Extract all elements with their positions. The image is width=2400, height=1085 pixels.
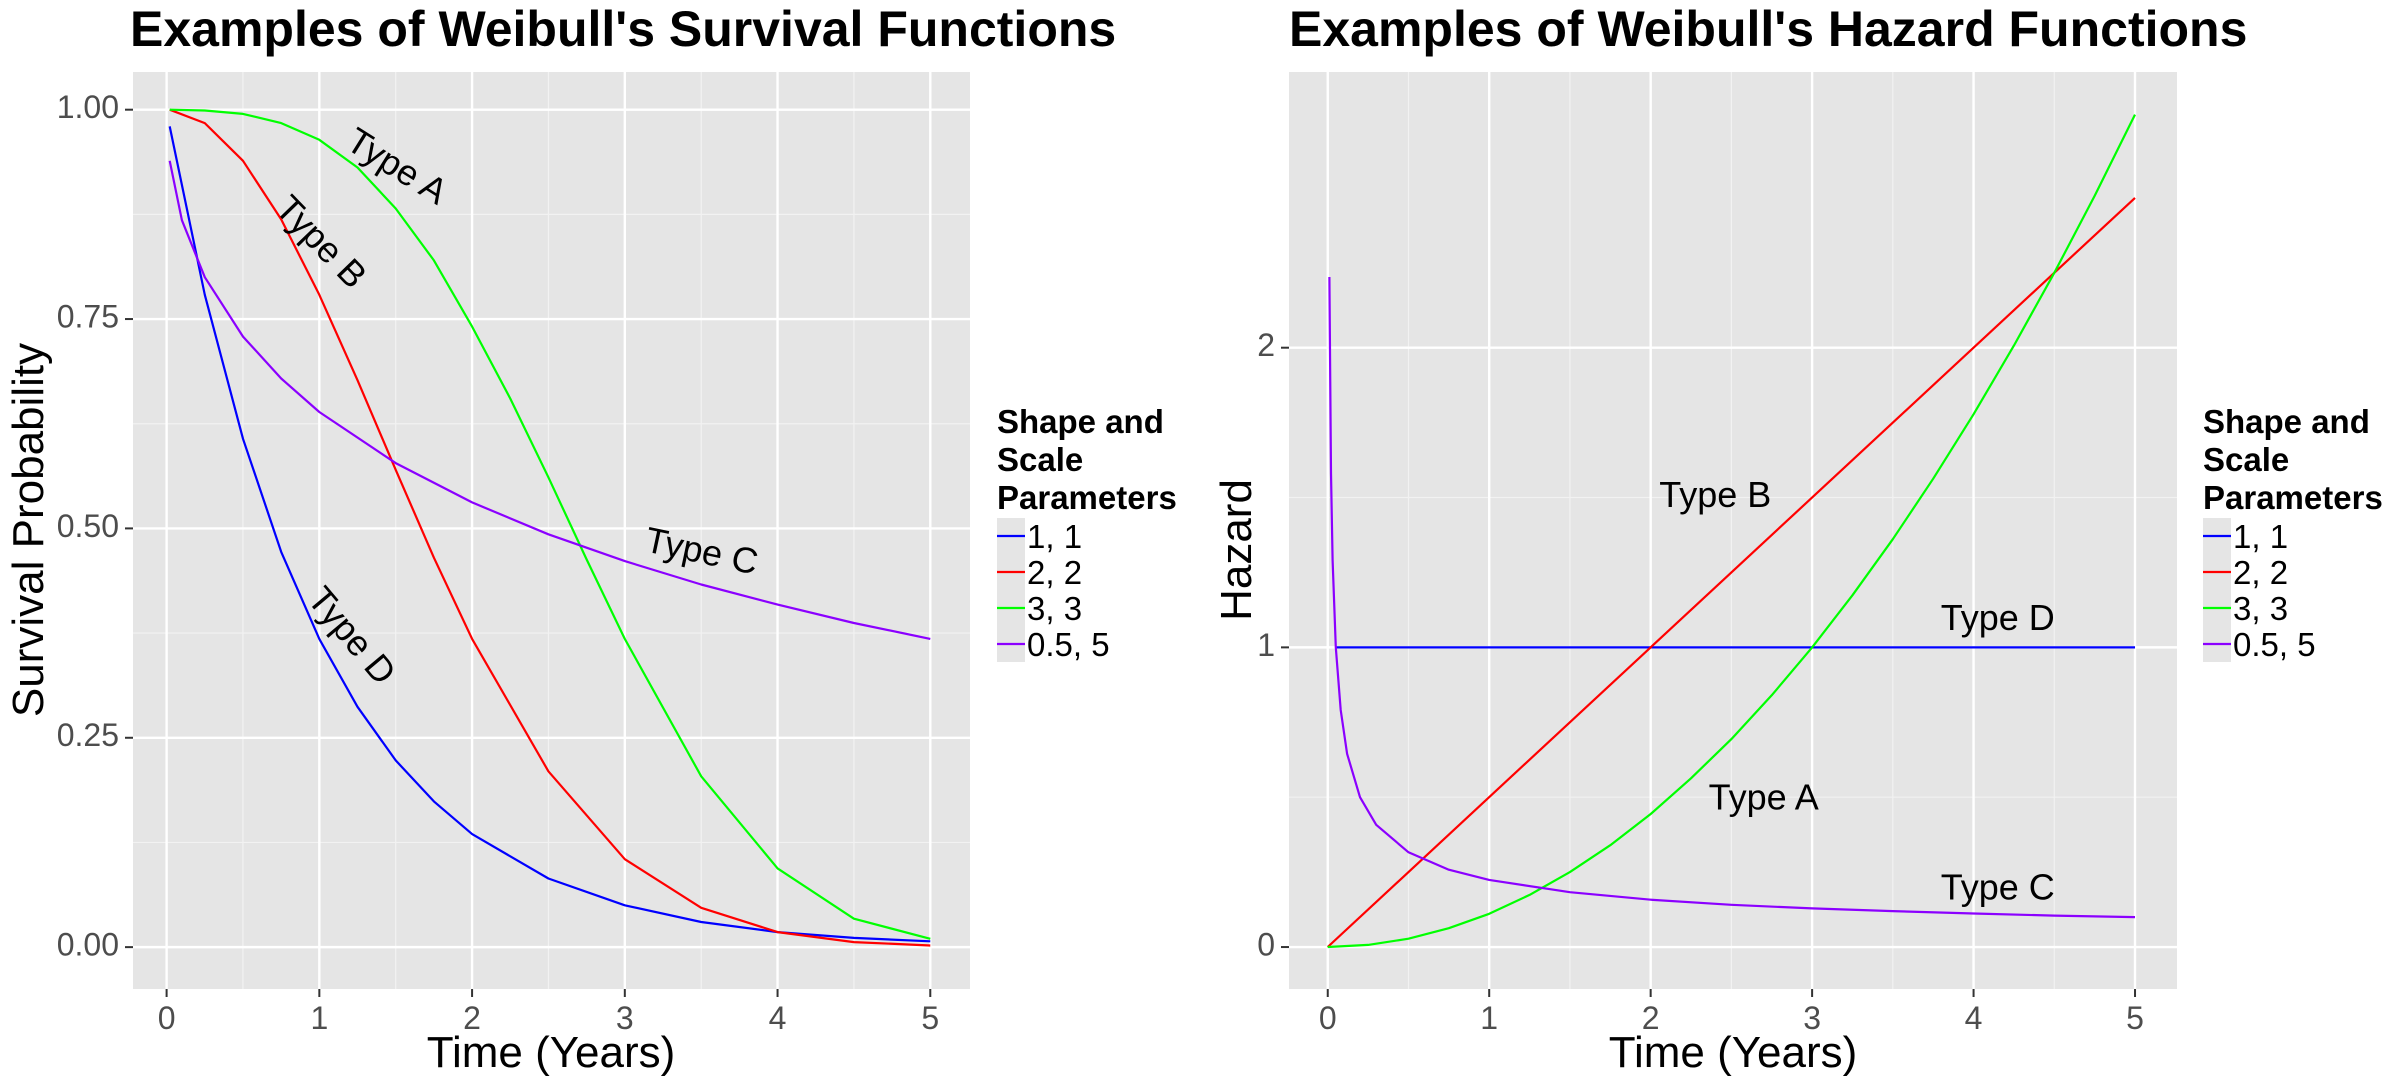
survival-y-tick-label: 0.25 — [57, 717, 119, 753]
survival-series-line — [169, 108, 931, 947]
hazard-axis-ticks: 0 1 2 3 4 5 0 1 2 — [1257, 327, 2144, 1036]
survival-legend-label: 2, 2 — [1027, 554, 1082, 591]
hazard-x-tick-label: 0 — [1319, 1000, 1337, 1036]
survival-gridlines — [133, 72, 970, 989]
survival-legend-title-line-3: Parameters — [997, 479, 1177, 516]
hazard-legend-label: 3, 3 — [2233, 590, 2288, 627]
survival-legend-label: 3, 3 — [1027, 590, 1082, 627]
hazard-legend-label: 2, 2 — [2233, 554, 2288, 591]
survival-y-tick-label: 0.00 — [57, 927, 119, 963]
survival-x-tick-label: 1 — [310, 1000, 328, 1036]
survival-series-line — [168, 160, 931, 640]
hazard-legend-title-line-3: Parameters — [2203, 479, 2383, 516]
survival-series-line — [168, 126, 931, 943]
survival-y-tick-label: 0.50 — [57, 508, 119, 544]
hazard-legend-keys — [2203, 518, 2231, 662]
survival-legend-label: 0.5, 5 — [1027, 626, 1110, 663]
survival-series-line — [169, 108, 931, 940]
hazard-x-tick-label: 3 — [1803, 1000, 1821, 1036]
hazard-series-annotation: Type B — [1659, 474, 1771, 515]
hazard-chart-title: Examples of Weibull's Hazard Functions — [1289, 1, 2247, 57]
survival-legend-title-line-1: Shape and — [997, 403, 1164, 440]
hazard-series-annotation: Type A — [1709, 777, 1819, 818]
hazard-y-tick-label: 2 — [1257, 327, 1275, 363]
hazard-series-annotation: Type C — [1941, 867, 2055, 908]
hazard-x-tick-label: 5 — [2126, 1000, 2144, 1036]
survival-x-axis-label: Time (Years) — [427, 1028, 676, 1077]
survival-plot-panel — [133, 72, 970, 989]
hazard-series-lines — [1326, 114, 2136, 949]
survival-x-tick-label: 4 — [769, 1000, 787, 1036]
survival-y-tick-label: 0.75 — [57, 298, 119, 334]
survival-legend-keys — [997, 518, 1025, 662]
hazard-legend-title-line-2: Scale — [2203, 441, 2289, 478]
hazard-x-tick-label: 4 — [1965, 1000, 1983, 1036]
hazard-legend: Shape and Scale Parameters 1, 1 2, 2 3, … — [2203, 403, 2383, 663]
survival-chart-title: Examples of Weibull's Survival Functions — [130, 1, 1116, 57]
hazard-y-tick-label: 0 — [1257, 926, 1275, 962]
hazard-x-tick-label: 1 — [1480, 1000, 1498, 1036]
survival-series-lines — [168, 108, 931, 947]
survival-legend-label: 1, 1 — [1027, 518, 1082, 555]
survival-y-axis-label: Survival Probability — [4, 343, 53, 717]
survival-x-tick-label: 2 — [463, 1000, 481, 1036]
survival-legend: Shape and Scale Parameters 1, 1 2, 2 3, … — [997, 403, 1177, 663]
survival-x-tick-label: 0 — [158, 1000, 176, 1036]
hazard-y-tick-label: 1 — [1257, 627, 1275, 663]
hazard-legend-title-line-1: Shape and — [2203, 403, 2370, 440]
hazard-series-line — [1328, 276, 2136, 919]
survival-y-tick-label: 1.00 — [57, 89, 119, 125]
hazard-x-tick-label: 2 — [1642, 1000, 1660, 1036]
hazard-y-axis-label: Hazard — [1212, 479, 1261, 621]
survival-legend-title-line-2: Scale — [997, 441, 1083, 478]
survival-x-tick-label: 5 — [921, 1000, 939, 1036]
survival-axis-ticks: 0 1 2 3 4 5 0.00 0.25 0.50 0.75 1.00 — [57, 89, 939, 1036]
hazard-legend-label: 0.5, 5 — [2233, 626, 2316, 663]
hazard-annotations: Type A Type B Type C Type D — [1659, 474, 2055, 908]
hazard-series-line — [1327, 114, 2136, 949]
hazard-series-line — [1326, 197, 2136, 948]
hazard-legend-label: 1, 1 — [2233, 518, 2288, 555]
survival-x-tick-label: 3 — [616, 1000, 634, 1036]
hazard-series-annotation: Type D — [1941, 597, 2055, 638]
hazard-x-axis-label: Time (Years) — [1609, 1028, 1858, 1077]
hazard-chart: Type A Type B Type C Type D 0 1 2 3 4 5 0 1 2 Examp… — [1212, 1, 2383, 1077]
hazard-plot-panel — [1289, 72, 2177, 989]
